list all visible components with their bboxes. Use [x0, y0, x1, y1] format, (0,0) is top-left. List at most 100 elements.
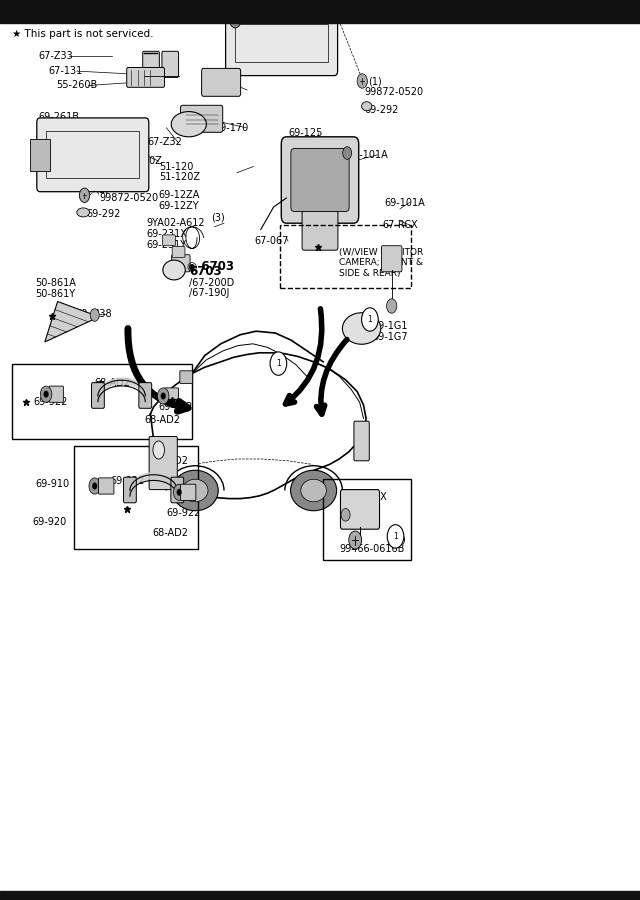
Bar [46, 131, 140, 178]
Text: (1): (1) [95, 184, 108, 194]
Text: 68-AD2: 68-AD2 [152, 527, 188, 538]
Polygon shape [45, 302, 99, 342]
Text: 50-861A: 50-861A [35, 278, 76, 289]
Text: (W/VIEW MONITOR: (W/VIEW MONITOR [339, 248, 424, 256]
Ellipse shape [301, 479, 326, 502]
FancyBboxPatch shape [127, 68, 164, 87]
Text: 68-AD2: 68-AD2 [152, 455, 188, 466]
Text: 69-101A: 69-101A [347, 149, 388, 160]
Text: 69-261B: 69-261B [38, 112, 79, 122]
FancyArrowPatch shape [285, 309, 322, 404]
FancyArrowPatch shape [128, 328, 188, 411]
Bar [12, 364, 192, 439]
FancyBboxPatch shape [180, 105, 223, 132]
FancyBboxPatch shape [163, 235, 175, 246]
Bar [323, 479, 411, 560]
FancyBboxPatch shape [226, 11, 338, 76]
Circle shape [362, 308, 378, 331]
Ellipse shape [163, 260, 186, 280]
Text: 69-922: 69-922 [33, 397, 68, 408]
FancyBboxPatch shape [124, 477, 136, 503]
Ellipse shape [172, 470, 218, 511]
FancyBboxPatch shape [143, 51, 159, 77]
FancyBboxPatch shape [149, 436, 177, 490]
Text: CAMERA; FRONT &: CAMERA; FRONT & [339, 258, 423, 267]
Ellipse shape [362, 102, 372, 111]
Text: /67-200D: /67-200D [189, 277, 234, 288]
FancyBboxPatch shape [282, 137, 359, 223]
Text: 69-101A: 69-101A [384, 197, 425, 208]
Text: 69-1G1: 69-1G1 [372, 320, 408, 331]
Text: /67-190J: /67-190J [189, 288, 229, 299]
FancyBboxPatch shape [340, 490, 380, 529]
Text: 69-210: 69-210 [275, 58, 310, 68]
Text: 69-1G7: 69-1G7 [372, 331, 408, 342]
Text: 69-261B: 69-261B [243, 31, 284, 41]
Bar [236, 24, 328, 62]
Text: 55-260B: 55-260B [56, 80, 97, 91]
Circle shape [270, 352, 287, 375]
FancyArrowPatch shape [316, 339, 347, 414]
Text: (1): (1) [392, 535, 405, 545]
Text: 99872-0520: 99872-0520 [365, 86, 424, 97]
Bar [30, 139, 50, 171]
FancyBboxPatch shape [49, 386, 63, 402]
Text: 51-120: 51-120 [159, 161, 193, 172]
Text: 69-922: 69-922 [110, 476, 145, 487]
Ellipse shape [182, 479, 208, 502]
Circle shape [90, 309, 99, 321]
Text: 6703: 6703 [189, 266, 221, 278]
Text: 9YA02-A612: 9YA02-A612 [146, 218, 205, 229]
Text: 67-Z31: 67-Z31 [205, 85, 239, 95]
FancyBboxPatch shape [164, 388, 179, 404]
Text: 67-Z32: 67-Z32 [147, 137, 182, 148]
Text: (3): (3) [211, 212, 225, 223]
Ellipse shape [77, 208, 90, 217]
Circle shape [357, 74, 367, 88]
FancyBboxPatch shape [172, 247, 185, 257]
Text: 69-56X: 69-56X [352, 491, 387, 502]
Circle shape [349, 531, 362, 549]
Text: 68-AD2: 68-AD2 [144, 415, 180, 426]
Text: 1: 1 [367, 315, 372, 324]
Circle shape [92, 482, 97, 490]
FancyBboxPatch shape [172, 255, 190, 272]
Text: 68-AD2: 68-AD2 [95, 377, 131, 388]
FancyBboxPatch shape [36, 118, 149, 192]
Text: SIDE & REAR): SIDE & REAR) [339, 269, 401, 278]
Text: 69-12ZA: 69-12ZA [159, 190, 200, 201]
FancyBboxPatch shape [162, 51, 179, 77]
FancyBboxPatch shape [291, 148, 349, 211]
Text: 50-M38: 50-M38 [76, 309, 112, 320]
Text: 99466-0616B: 99466-0616B [339, 544, 404, 554]
Circle shape [343, 147, 352, 159]
FancyBboxPatch shape [92, 382, 104, 409]
FancyBboxPatch shape [354, 421, 369, 461]
Text: 69-231Y: 69-231Y [146, 239, 186, 250]
Text: 69-231X: 69-231X [146, 229, 187, 239]
FancyBboxPatch shape [202, 68, 241, 96]
Text: 69-210Z: 69-210Z [122, 156, 163, 166]
Circle shape [157, 388, 169, 404]
FancyBboxPatch shape [302, 211, 338, 250]
FancyBboxPatch shape [180, 484, 196, 500]
Circle shape [40, 386, 52, 402]
Circle shape [387, 525, 404, 548]
FancyBboxPatch shape [139, 382, 152, 409]
Text: 69-292: 69-292 [86, 209, 121, 220]
Text: 69-920: 69-920 [32, 517, 67, 527]
Circle shape [387, 299, 397, 313]
Bar [0, 0, 640, 22]
Circle shape [161, 392, 166, 400]
Text: 69-292: 69-292 [365, 104, 399, 115]
FancyBboxPatch shape [99, 478, 114, 494]
Bar [74, 446, 198, 549]
Text: 99872-0520: 99872-0520 [99, 193, 158, 203]
Text: 69-12ZY: 69-12ZY [159, 201, 199, 212]
FancyBboxPatch shape [180, 371, 193, 383]
Text: 1: 1 [393, 532, 398, 541]
Text: 51-120Z: 51-120Z [159, 172, 200, 183]
Ellipse shape [153, 441, 164, 459]
Circle shape [89, 478, 100, 494]
Circle shape [173, 484, 185, 500]
